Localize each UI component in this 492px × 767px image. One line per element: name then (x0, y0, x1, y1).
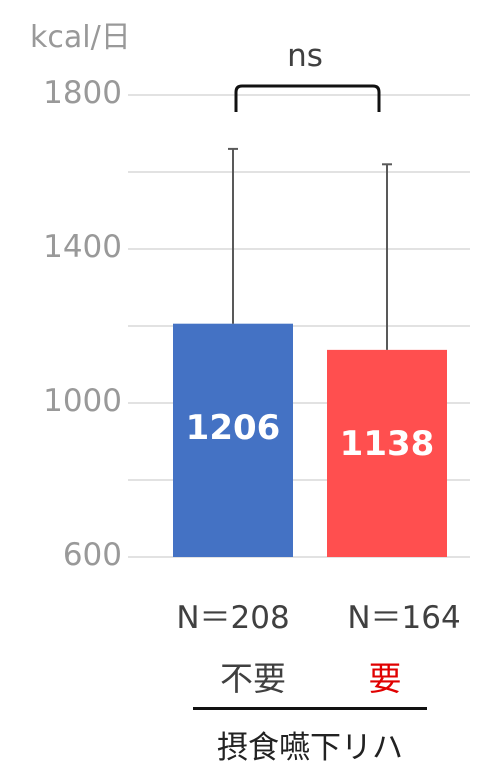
y-tick-label: 600 (62, 537, 122, 573)
significance-bracket (234, 84, 381, 112)
significance-label: ns (287, 38, 323, 74)
y-tick-label: 1400 (43, 229, 122, 265)
group-underline (193, 707, 427, 710)
category-label: 要 (368, 659, 402, 698)
bars (173, 323, 447, 557)
bar-value-label: 1138 (339, 424, 435, 465)
group-label: 摂食嚥下リハ (217, 730, 403, 766)
bar (173, 323, 293, 557)
y-tick-label: 1800 (43, 75, 122, 111)
y-axis-label: kcal/日 (30, 20, 131, 55)
sample-size-label: N＝164 (347, 600, 461, 636)
bar (327, 349, 447, 557)
y-tick-label: 1000 (43, 383, 122, 419)
category-label: 不要 (220, 659, 286, 698)
sample-size-label: N＝208 (176, 600, 290, 636)
error-bars (228, 147, 392, 350)
bar-value-label: 1206 (185, 407, 281, 448)
